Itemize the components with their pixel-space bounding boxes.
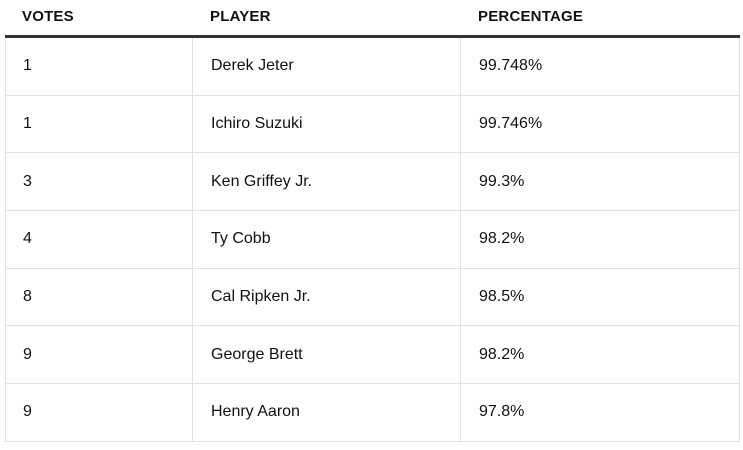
header-votes: VOTES — [22, 8, 74, 25]
table-row: 9 George Brett 98.2% — [5, 326, 740, 385]
player-cell: Derek Jeter — [192, 38, 460, 95]
votes-cell: 9 — [5, 326, 192, 384]
header-player: PLAYER — [210, 8, 271, 25]
table-row: 4 Ty Cobb 98.2% — [5, 211, 740, 269]
player-cell: Ichiro Suzuki — [192, 95, 460, 153]
votes-cell: 8 — [5, 268, 192, 326]
votes-cell: 3 — [5, 153, 192, 211]
percentage-cell: 99.748% — [460, 38, 740, 95]
percentage-cell: 97.8% — [460, 384, 740, 441]
table-row: 1 Ichiro Suzuki 99.746% — [5, 95, 740, 154]
table-row: 3 Ken Griffey Jr. 99.3% — [5, 153, 740, 212]
player-cell: George Brett — [192, 326, 460, 384]
votes-cell: 4 — [5, 211, 192, 268]
player-cell: Ty Cobb — [192, 211, 460, 268]
player-cell: Ken Griffey Jr. — [192, 153, 460, 211]
percentage-cell: 98.2% — [460, 211, 740, 268]
player-cell: Cal Ripken Jr. — [192, 268, 460, 326]
votes-cell: 9 — [5, 384, 192, 441]
votes-cell: 1 — [5, 38, 192, 95]
percentage-cell: 98.2% — [460, 326, 740, 384]
votes-table: VOTES PLAYER PERCENTAGE 1 Derek Jeter 99… — [5, 0, 740, 442]
percentage-cell: 99.746% — [460, 95, 740, 153]
player-cell: Henry Aaron — [192, 384, 460, 441]
table-header: VOTES PLAYER PERCENTAGE — [5, 0, 740, 38]
percentage-cell: 98.5% — [460, 268, 740, 326]
percentage-cell: 99.3% — [460, 153, 740, 211]
table-row: 8 Cal Ripken Jr. 98.5% — [5, 268, 740, 327]
table-row: 1 Derek Jeter 99.748% — [5, 38, 740, 96]
header-percentage: PERCENTAGE — [478, 8, 584, 25]
votes-cell: 1 — [5, 95, 192, 153]
table-row: 9 Henry Aaron 97.8% — [5, 384, 740, 442]
